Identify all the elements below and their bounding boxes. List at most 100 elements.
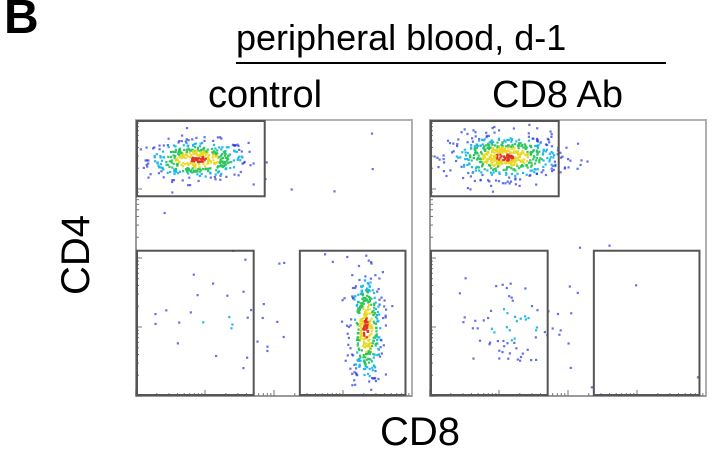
- event-dot: [504, 158, 507, 161]
- event-dot: [438, 158, 441, 161]
- event-dot: [508, 295, 511, 298]
- event-dot: [368, 334, 371, 337]
- event-dot: [360, 327, 363, 330]
- event-dot: [372, 320, 375, 323]
- event-dot: [486, 144, 489, 147]
- event-dot: [154, 313, 157, 316]
- event-dot: [538, 150, 541, 153]
- event-dot: [233, 149, 236, 152]
- event-dot: [479, 144, 482, 147]
- event-dot: [529, 151, 532, 154]
- event-dot: [370, 311, 373, 315]
- event-dot: [192, 160, 195, 163]
- event-dot: [212, 139, 215, 142]
- event-dot: [490, 140, 493, 143]
- event-dot: [383, 305, 386, 308]
- event-dot: [214, 178, 217, 181]
- event-dot: [369, 342, 372, 345]
- event-dot: [170, 161, 173, 164]
- event-dot: [367, 335, 370, 338]
- event-dot: [479, 178, 482, 181]
- event-dot: [530, 164, 533, 167]
- event-dot: [370, 317, 373, 320]
- event-dot: [491, 127, 494, 130]
- event-dot: [213, 151, 217, 154]
- event-dot: [576, 142, 580, 145]
- event-dot: [198, 153, 201, 156]
- event-dot: [198, 170, 201, 173]
- event-dot: [174, 148, 177, 151]
- event-dot: [549, 130, 552, 133]
- event-dot: [173, 150, 176, 154]
- event-dot: [496, 165, 499, 168]
- event-dot: [552, 168, 555, 171]
- event-dot: [154, 322, 157, 325]
- event-dot: [532, 137, 535, 140]
- event-dot: [497, 160, 500, 163]
- event-dot: [363, 334, 366, 337]
- event-dot: [376, 290, 379, 293]
- gate-cd4-cd8-: [136, 249, 255, 396]
- event-dot: [366, 308, 370, 311]
- event-dot: [193, 166, 196, 169]
- event-dot: [371, 366, 374, 369]
- event-dot: [178, 156, 181, 159]
- event-dot: [515, 163, 518, 166]
- event-dot: [567, 342, 570, 345]
- event-dot: [494, 167, 497, 170]
- event-dot: [162, 168, 165, 171]
- event-dot: [484, 149, 487, 152]
- event-dot: [216, 166, 219, 169]
- event-dot: [510, 172, 514, 176]
- event-dot: [635, 284, 638, 287]
- event-dot: [215, 154, 218, 157]
- event-dot: [353, 295, 356, 298]
- event-dot: [517, 147, 520, 150]
- event-dot: [464, 151, 467, 154]
- event-dot: [220, 164, 223, 167]
- event-dot: [491, 158, 494, 161]
- event-dot: [470, 147, 473, 150]
- event-dot: [489, 146, 492, 149]
- event-dot: [551, 152, 554, 155]
- event-dot: [190, 162, 193, 165]
- event-dot: [361, 284, 365, 287]
- event-dot: [372, 377, 375, 380]
- event-dot: [369, 358, 372, 361]
- event-dot: [524, 143, 527, 146]
- event-dot: [187, 172, 190, 175]
- event-dot: [196, 150, 199, 153]
- event-dot: [373, 364, 376, 368]
- event-dot: [376, 338, 379, 342]
- event-dot: [559, 151, 562, 154]
- event-dot: [510, 296, 513, 299]
- event-dot: [168, 165, 171, 168]
- event-dot: [545, 148, 548, 151]
- event-dot: [212, 159, 215, 162]
- event-dot: [201, 141, 204, 145]
- event-dot: [219, 158, 222, 161]
- event-dot: [378, 277, 381, 280]
- event-dot: [503, 147, 507, 151]
- event-dot: [506, 156, 509, 159]
- event-dot: [181, 134, 184, 137]
- event-dot: [355, 372, 358, 375]
- event-dot: [205, 153, 208, 156]
- event-dot: [481, 173, 484, 177]
- event-dot: [365, 336, 368, 339]
- event-dot: [370, 261, 373, 264]
- event-dot: [185, 148, 188, 151]
- event-dot: [354, 285, 357, 288]
- event-dot: [486, 153, 489, 156]
- event-dot: [496, 163, 500, 166]
- event-dot: [158, 148, 161, 151]
- event-dot: [360, 291, 363, 294]
- event-dot: [469, 175, 472, 178]
- event-dot: [356, 323, 359, 326]
- event-dot: [477, 154, 480, 157]
- event-dot: [468, 154, 471, 157]
- event-dot: [165, 309, 168, 312]
- event-dot: [367, 304, 371, 307]
- event-dot: [365, 254, 368, 257]
- event-dot: [505, 326, 508, 329]
